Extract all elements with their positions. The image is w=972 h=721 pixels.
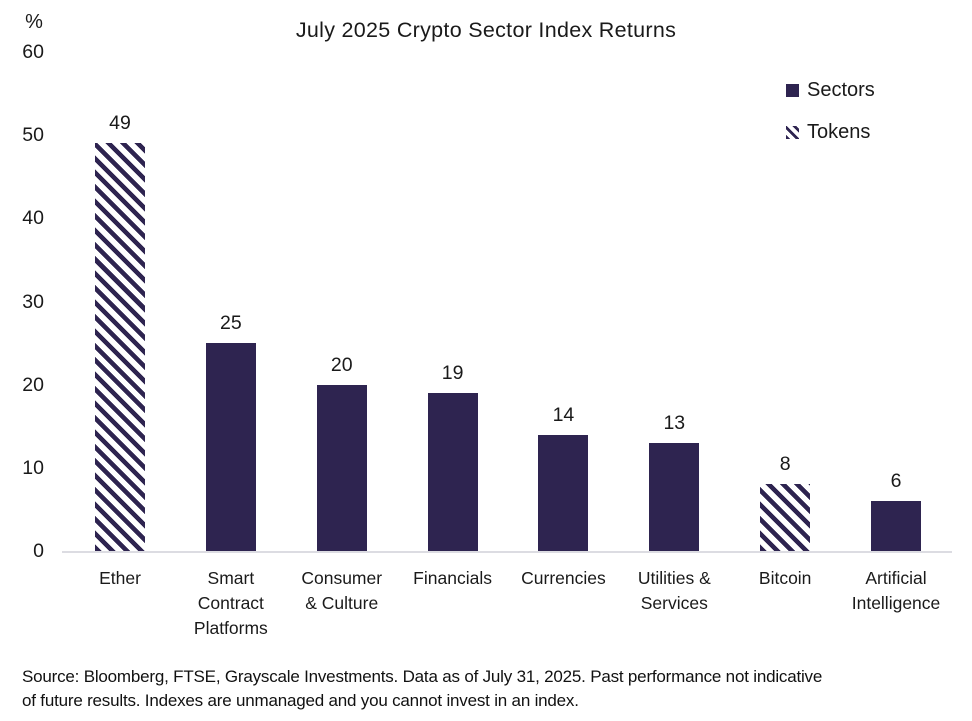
y-tick-30: 30 <box>22 290 44 313</box>
value-label-ether: 49 <box>109 112 131 135</box>
category-label-artificial-intelligence: Artificial Intelligence <box>851 568 941 613</box>
value-label-bitcoin: 8 <box>779 453 791 476</box>
y-tick-50: 50 <box>22 124 44 147</box>
value-label-consumer-culture: 20 <box>330 353 353 376</box>
legend-label-sectors: Sectors <box>807 79 875 101</box>
category-label-bitcoin: Bitcoin <box>758 568 812 588</box>
y-tick-20: 20 <box>22 373 44 396</box>
bar-consumer-culture <box>316 384 367 551</box>
source-note-line1: Source: Bloomberg, FTSE, Grayscale Inves… <box>22 667 823 686</box>
y-tick-60: 60 <box>22 41 44 63</box>
bar-utilities-services <box>649 442 700 551</box>
legend-item-tokens: Tokens <box>786 121 875 144</box>
bar-artificial-intelligence <box>871 501 922 551</box>
value-label-smart-contract-platforms: 25 <box>220 312 242 335</box>
category-label-utilities-services: Utilities & Services <box>637 568 711 613</box>
legend-label-tokens: Tokens <box>807 121 871 143</box>
sectors-swatch-icon <box>786 84 799 97</box>
legend-item-sectors: Sectors <box>786 79 875 102</box>
chart-title: July 2025 Crypto Sector Index Returns <box>295 18 677 42</box>
x-axis-baseline <box>62 551 952 553</box>
y-axis-unit-label: % <box>25 11 43 33</box>
category-label-smart-contract-platforms: Smart Contract Platforms <box>193 568 268 638</box>
category-label-financials: Financials <box>413 568 492 588</box>
bar-smart-contract-platforms <box>205 343 256 551</box>
value-label-artificial-intelligence: 6 <box>890 470 902 493</box>
tokens-swatch-icon <box>786 126 799 139</box>
category-label-consumer-culture: Consumer & Culture <box>301 568 383 613</box>
value-label-financials: 19 <box>441 361 464 384</box>
bar-ether <box>95 143 145 551</box>
y-tick-40: 40 <box>22 207 44 230</box>
y-tick-10: 10 <box>22 456 44 479</box>
bar-bitcoin <box>760 484 811 551</box>
value-label-currencies: 14 <box>552 403 575 426</box>
legend: Sectors Tokens <box>786 79 875 144</box>
y-tick-0: 0 <box>33 540 44 562</box>
source-note-line2: of future results. Indexes are unmanaged… <box>22 690 579 710</box>
bar-currencies <box>538 434 589 551</box>
bar-financials <box>427 392 478 551</box>
category-label-ether: Ether <box>99 568 141 588</box>
source-note: Source: Bloomberg, FTSE, Grayscale Inves… <box>22 665 958 712</box>
value-label-utilities-services: 13 <box>663 411 686 434</box>
category-label-currencies: Currencies <box>521 568 606 588</box>
